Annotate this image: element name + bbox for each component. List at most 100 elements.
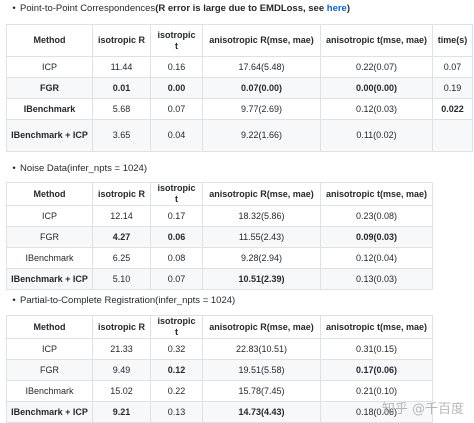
table-cell: IBenchmark + ICP xyxy=(6,268,93,290)
heading-text: Point-to-Point Correspondences xyxy=(20,3,156,14)
col-method: Method xyxy=(6,315,93,339)
col-isotropic-t: isotropic t xyxy=(150,182,203,206)
table-row: ICP 11.44 0.16 17.64(5.48) 0.22(0.07) 0.07 xyxy=(6,56,473,78)
table-cell: 0.17(0.06) xyxy=(320,359,433,381)
table-cell: 14.73(4.43) xyxy=(202,401,321,423)
table-cell: 10.51(2.39) xyxy=(202,268,321,290)
table-row: IBenchmark 5.68 0.07 9.77(2.69) 0.12(0.03) 0.… xyxy=(6,98,473,120)
table-cell: 0.07(0.00) xyxy=(202,77,321,99)
table-cell: 0.09(0.03) xyxy=(320,226,433,248)
bullet-icon: • xyxy=(12,3,16,14)
table-cell: IBenchmark + ICP xyxy=(6,401,93,423)
bullet-icon: • xyxy=(12,163,16,174)
table-cell: 9.77(2.69) xyxy=(202,98,321,120)
table-header-row: Method isotropic R isotropic t anisotrop… xyxy=(6,315,433,339)
table-cell: 0.13(0.03) xyxy=(320,268,433,290)
table-cell: 9.22(1.66) xyxy=(202,119,321,152)
partial-table: Method isotropic R isotropic t anisotrop… xyxy=(6,315,433,423)
col-anisotropic-r: anisotropic R(mse, mae) xyxy=(202,315,321,339)
col-anisotropic-t: anisotropic t(mse, mae) xyxy=(320,315,433,339)
table-cell: 5.68 xyxy=(92,98,151,120)
table-row: IBenchmark 6.25 0.08 9.28(2.94) 0.12(0.04) xyxy=(6,247,433,269)
table-cell: 17.64(5.48) xyxy=(202,56,321,78)
section-heading-1: • Point-to-Point Correspondences(R error … xyxy=(8,3,350,15)
table-cell: 19.51(5.58) xyxy=(202,359,321,381)
table-cell: 0.23(0.08) xyxy=(320,205,433,227)
table-cell: 11.55(2.43) xyxy=(202,226,321,248)
col-anisotropic-t: anisotropic t(mse, mae) xyxy=(320,182,433,206)
col-isotropic-t: isotropic t xyxy=(150,315,203,339)
table-cell: 0.04 xyxy=(150,119,203,152)
table-row: ICP 21.33 0.32 22.83(10.51) 0.31(0.15) xyxy=(6,338,433,360)
table-cell: FGR xyxy=(6,77,93,99)
col-anisotropic-r: anisotropic R(mse, mae) xyxy=(202,24,321,57)
noise-table: Method isotropic R isotropic t anisotrop… xyxy=(6,182,433,290)
table-cell: 0.06 xyxy=(150,226,203,248)
table-row: ICP 12.14 0.17 18.32(5.86) 0.23(0.08) xyxy=(6,205,433,227)
table-cell: 0.11(0.02) xyxy=(320,119,433,152)
table-cell: 0.22(0.07) xyxy=(320,56,433,78)
table-cell: 0.19 xyxy=(432,77,473,99)
col-isotropic-t: isotropic t xyxy=(150,24,203,57)
table-cell: 11.44 xyxy=(92,56,151,78)
table-row: FGR 0.01 0.00 0.07(0.00) 0.00(0.00) 0.19 xyxy=(6,77,473,99)
watermark: 知乎 @千百度 xyxy=(381,402,464,417)
col-isotropic-r: isotropic R xyxy=(92,24,151,57)
col-time: time(s) xyxy=(432,24,473,57)
table-cell: 0.12 xyxy=(150,359,203,381)
table-cell: 0.17 xyxy=(150,205,203,227)
table-row: FGR 9.49 0.12 19.51(5.58) 0.17(0.06) xyxy=(6,359,433,381)
table-cell: 9.49 xyxy=(92,359,151,381)
table-cell: 5.10 xyxy=(92,268,151,290)
table-cell: IBenchmark xyxy=(6,247,93,269)
table-cell: 0.18(0.06) xyxy=(320,401,433,423)
here-link[interactable]: here xyxy=(326,3,347,14)
table-cell: 9.21 xyxy=(92,401,151,423)
table-cell: 0.07 xyxy=(150,268,203,290)
table-cell: 3.65 xyxy=(92,119,151,152)
heading-bold-text: (R error is large due to EMDLoss, see xyxy=(155,3,327,14)
table-cell: ICP xyxy=(6,338,93,360)
bullet-icon: • xyxy=(12,295,16,306)
table-cell: ICP xyxy=(6,205,93,227)
table-cell: IBenchmark xyxy=(6,98,93,120)
table-cell: IBenchmark xyxy=(6,380,93,402)
table-row: IBenchmark + ICP 5.10 0.07 10.51(2.39) 0.13(… xyxy=(6,268,433,290)
table-cell xyxy=(432,119,473,152)
heading-tail: ) xyxy=(346,3,351,14)
table-cell: 0.13 xyxy=(150,401,203,423)
table-cell: 0.12(0.04) xyxy=(320,247,433,269)
table-cell: 0.12(0.03) xyxy=(320,98,433,120)
table-cell: 0.32 xyxy=(150,338,203,360)
table-cell: 21.33 xyxy=(92,338,151,360)
table-cell: IBenchmark + ICP xyxy=(6,119,93,152)
table-cell: 0.00 xyxy=(150,77,203,99)
table-cell: FGR xyxy=(6,359,93,381)
table-cell: 6.25 xyxy=(92,247,151,269)
table-cell: 15.78(7.45) xyxy=(202,380,321,402)
correspondence-table: Method isotropic R isotropic t anisotrop… xyxy=(6,24,473,152)
col-isotropic-r: isotropic R xyxy=(92,315,151,339)
table-row: IBenchmark 15.02 0.22 15.78(7.45) 0.21(0.10) xyxy=(6,380,433,402)
section-heading-3: • Partial-to-Complete Registration(infer_… xyxy=(8,295,235,307)
table-cell: 4.27 xyxy=(92,226,151,248)
col-anisotropic-t: anisotropic t(mse, mae) xyxy=(320,24,433,57)
table-cell: 0.00(0.00) xyxy=(320,77,433,99)
table-row: IBenchmark + ICP 9.21 0.13 14.73(4.43) 0.18(… xyxy=(6,401,433,423)
col-method: Method xyxy=(6,182,93,206)
table-cell: 0.01 xyxy=(92,77,151,99)
heading-text: Partial-to-Complete Registration(infer_n… xyxy=(20,295,236,306)
table-cell: 0.16 xyxy=(150,56,203,78)
table-cell: 0.08 xyxy=(150,247,203,269)
table-row: FGR 4.27 0.06 11.55(2.43) 0.09(0.03) xyxy=(6,226,433,248)
table-cell: 22.83(10.51) xyxy=(202,338,321,360)
table-header-row: Method isotropic R isotropic t anisotrop… xyxy=(6,182,433,206)
table-cell: 0.31(0.15) xyxy=(320,338,433,360)
table-header-row: Method isotropic R isotropic t anisotrop… xyxy=(6,24,473,57)
table-row: IBenchmark + ICP 3.65 0.04 9.22(1.66) 0.11(0… xyxy=(6,119,473,152)
table-cell: 0.07 xyxy=(150,98,203,120)
col-method: Method xyxy=(6,24,93,57)
table-cell: 0.22 xyxy=(150,380,203,402)
table-cell: ICP xyxy=(6,56,93,78)
table-cell: 9.28(2.94) xyxy=(202,247,321,269)
